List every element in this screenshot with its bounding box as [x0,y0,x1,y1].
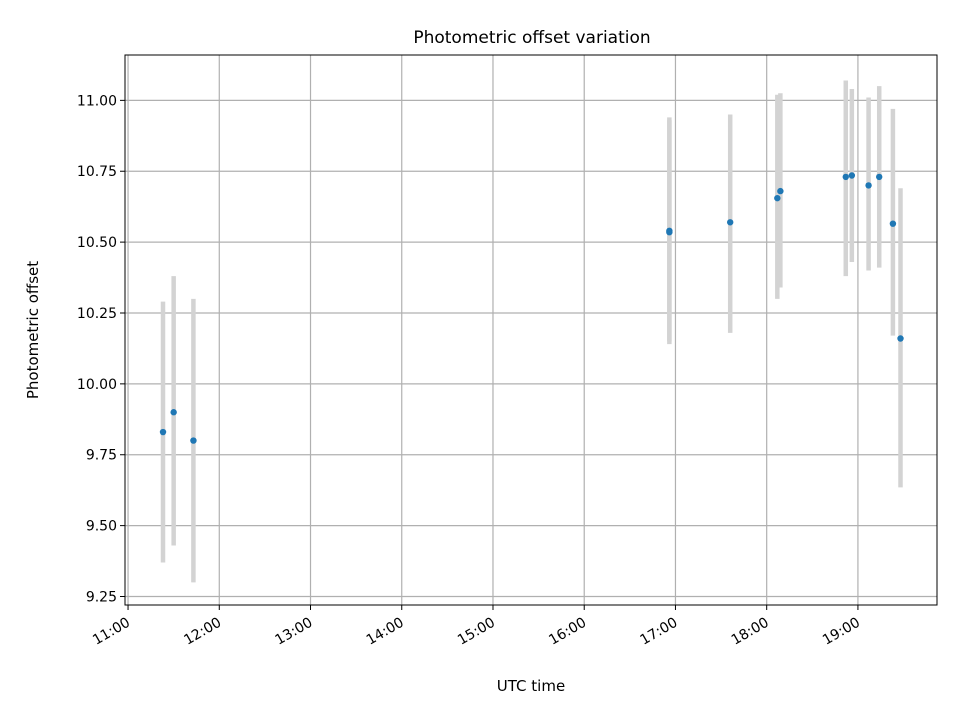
data-points [159,172,904,444]
y-tick-label: 9.25 [86,589,117,605]
plot-frame [124,54,938,606]
y-tick-label: 9.75 [86,448,117,464]
y-tick-label: 11.00 [77,93,117,109]
data-point [842,173,849,181]
data-point [897,335,904,342]
data-point [865,182,872,189]
y-tick-label: 10.25 [77,306,117,322]
data-point [666,228,673,236]
y-tick-label: 10.00 [77,377,117,393]
data-point [726,219,734,226]
data-point [190,437,197,444]
grid [125,55,937,605]
y-axis: 9.25 9.50 9.75 10.00 10.25 10.50 10.75 11.00 [77,93,125,605]
data-point [774,194,781,202]
data-point [159,428,167,436]
data-point [848,172,856,179]
data-point [876,173,883,181]
y-tick-label: 9.50 [86,519,117,535]
data-point [170,409,177,416]
data-point [889,220,897,227]
x-axis-label: UTC time [497,677,565,695]
y-axis-label: Photometric offset [24,261,42,399]
data-point [777,187,784,195]
chart-title: Photometric offset variation [413,28,650,48]
y-tick-label: 10.75 [77,164,117,180]
y-tick-label: 10.50 [77,235,117,251]
